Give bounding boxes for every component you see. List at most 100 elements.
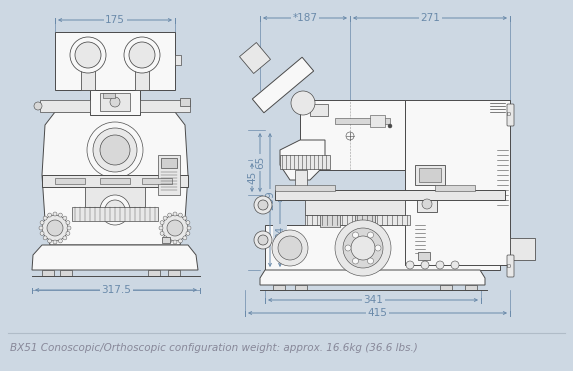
Circle shape xyxy=(48,213,52,217)
Circle shape xyxy=(451,261,459,269)
Text: 341: 341 xyxy=(363,295,383,305)
Circle shape xyxy=(406,261,414,269)
Circle shape xyxy=(367,258,374,264)
FancyBboxPatch shape xyxy=(158,155,180,195)
Circle shape xyxy=(186,221,190,225)
Circle shape xyxy=(100,135,130,165)
Circle shape xyxy=(160,232,164,235)
FancyBboxPatch shape xyxy=(148,270,160,276)
FancyBboxPatch shape xyxy=(42,175,188,187)
FancyBboxPatch shape xyxy=(295,170,307,190)
FancyBboxPatch shape xyxy=(355,215,375,227)
Circle shape xyxy=(291,91,315,115)
FancyBboxPatch shape xyxy=(370,115,385,127)
Polygon shape xyxy=(252,57,313,113)
Polygon shape xyxy=(42,112,188,245)
FancyBboxPatch shape xyxy=(305,200,405,215)
FancyBboxPatch shape xyxy=(81,68,95,90)
FancyBboxPatch shape xyxy=(295,285,307,290)
FancyBboxPatch shape xyxy=(507,255,514,277)
FancyBboxPatch shape xyxy=(140,100,190,112)
FancyBboxPatch shape xyxy=(100,178,130,184)
Circle shape xyxy=(39,226,43,230)
FancyBboxPatch shape xyxy=(142,178,172,184)
Circle shape xyxy=(258,200,268,210)
Text: 45: 45 xyxy=(247,171,257,184)
Circle shape xyxy=(345,245,351,251)
Polygon shape xyxy=(240,43,270,73)
Circle shape xyxy=(352,258,359,264)
Text: D: D xyxy=(507,263,511,269)
FancyBboxPatch shape xyxy=(100,93,130,111)
FancyBboxPatch shape xyxy=(440,285,452,290)
Circle shape xyxy=(254,196,272,214)
Circle shape xyxy=(167,220,183,236)
FancyBboxPatch shape xyxy=(300,100,405,170)
Circle shape xyxy=(53,240,57,244)
Circle shape xyxy=(40,232,44,235)
Circle shape xyxy=(43,216,47,220)
FancyBboxPatch shape xyxy=(85,187,145,207)
Circle shape xyxy=(40,221,44,225)
FancyBboxPatch shape xyxy=(162,237,170,243)
Polygon shape xyxy=(32,245,198,270)
FancyBboxPatch shape xyxy=(161,158,177,168)
Circle shape xyxy=(67,226,71,230)
Circle shape xyxy=(110,97,120,107)
Circle shape xyxy=(187,226,191,230)
FancyBboxPatch shape xyxy=(60,270,72,276)
FancyBboxPatch shape xyxy=(168,270,180,276)
Polygon shape xyxy=(260,270,485,285)
Circle shape xyxy=(124,37,160,73)
FancyBboxPatch shape xyxy=(418,252,430,260)
Circle shape xyxy=(70,37,106,73)
FancyBboxPatch shape xyxy=(103,93,115,98)
Circle shape xyxy=(436,261,444,269)
Circle shape xyxy=(80,47,96,63)
Circle shape xyxy=(278,236,302,260)
Circle shape xyxy=(351,236,375,260)
FancyBboxPatch shape xyxy=(507,104,514,126)
Text: 175: 175 xyxy=(105,15,125,25)
Circle shape xyxy=(58,239,62,243)
FancyBboxPatch shape xyxy=(90,90,140,115)
Text: 271: 271 xyxy=(420,13,440,23)
FancyBboxPatch shape xyxy=(180,98,190,106)
Circle shape xyxy=(168,239,172,243)
Circle shape xyxy=(335,220,391,276)
Circle shape xyxy=(66,221,70,225)
Circle shape xyxy=(160,221,164,225)
Text: D: D xyxy=(507,112,511,118)
Text: *187: *187 xyxy=(292,13,317,23)
Circle shape xyxy=(129,42,155,68)
Circle shape xyxy=(272,230,308,266)
Circle shape xyxy=(375,245,381,251)
Circle shape xyxy=(48,239,52,243)
Circle shape xyxy=(105,200,125,220)
Circle shape xyxy=(183,236,187,240)
Text: 209: 209 xyxy=(265,190,275,210)
Circle shape xyxy=(66,232,70,235)
Circle shape xyxy=(421,261,429,269)
Text: 317.5: 317.5 xyxy=(101,285,131,295)
Text: 84: 84 xyxy=(275,226,285,239)
Circle shape xyxy=(53,212,57,216)
Circle shape xyxy=(173,240,177,244)
FancyBboxPatch shape xyxy=(335,118,390,124)
Circle shape xyxy=(163,216,167,220)
Circle shape xyxy=(163,236,167,240)
FancyBboxPatch shape xyxy=(465,285,477,290)
Circle shape xyxy=(258,235,268,245)
Circle shape xyxy=(100,195,130,225)
Circle shape xyxy=(43,236,47,240)
FancyBboxPatch shape xyxy=(415,165,445,185)
FancyBboxPatch shape xyxy=(55,178,85,184)
Polygon shape xyxy=(103,178,127,195)
FancyBboxPatch shape xyxy=(275,190,505,200)
Circle shape xyxy=(159,226,163,230)
Circle shape xyxy=(352,232,359,238)
Circle shape xyxy=(183,216,187,220)
Circle shape xyxy=(178,213,182,217)
FancyBboxPatch shape xyxy=(55,32,175,90)
FancyBboxPatch shape xyxy=(275,185,335,191)
